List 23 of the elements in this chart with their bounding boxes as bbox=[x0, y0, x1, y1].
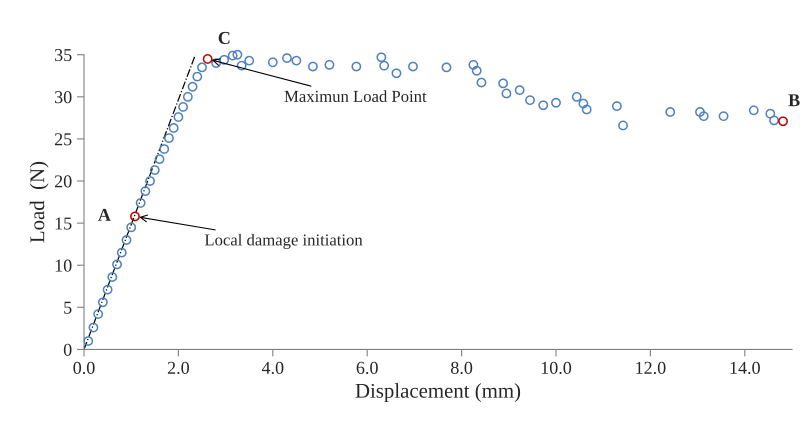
annotation: A bbox=[98, 208, 111, 221]
x-axis-title: Displacement (mm) bbox=[356, 383, 520, 402]
y-tick-label: 20 bbox=[54, 175, 72, 188]
y-tick-label: 10 bbox=[56, 259, 72, 272]
y-tick-label: 15 bbox=[56, 217, 72, 230]
y-tick-label: 35 bbox=[55, 49, 72, 62]
y-tick-label: 5 bbox=[64, 302, 72, 314]
x-tick-label: 4.0 bbox=[262, 362, 284, 374]
x-tick-label: 14.0 bbox=[730, 362, 760, 374]
y-axis-title: Load (N) bbox=[30, 162, 49, 243]
x-tick-label: 2.0 bbox=[168, 362, 189, 374]
y-tick-label: 0 bbox=[64, 344, 72, 356]
x-tick-label: 6.0 bbox=[356, 362, 378, 374]
annotation: C bbox=[218, 32, 230, 44]
annotation: Maximun Load Point bbox=[284, 90, 427, 102]
y-tick-label: 25 bbox=[54, 133, 72, 146]
x-tick-label: 12.0 bbox=[636, 362, 666, 374]
x-tick-label: 10.0 bbox=[542, 362, 572, 374]
x-tick-label: 0.0 bbox=[73, 362, 95, 374]
x-tick-label: 8.0 bbox=[451, 362, 472, 374]
y-tick-label: 30 bbox=[55, 91, 72, 104]
annotation: B bbox=[788, 94, 800, 106]
annotation: Local damage initiation bbox=[204, 234, 362, 249]
